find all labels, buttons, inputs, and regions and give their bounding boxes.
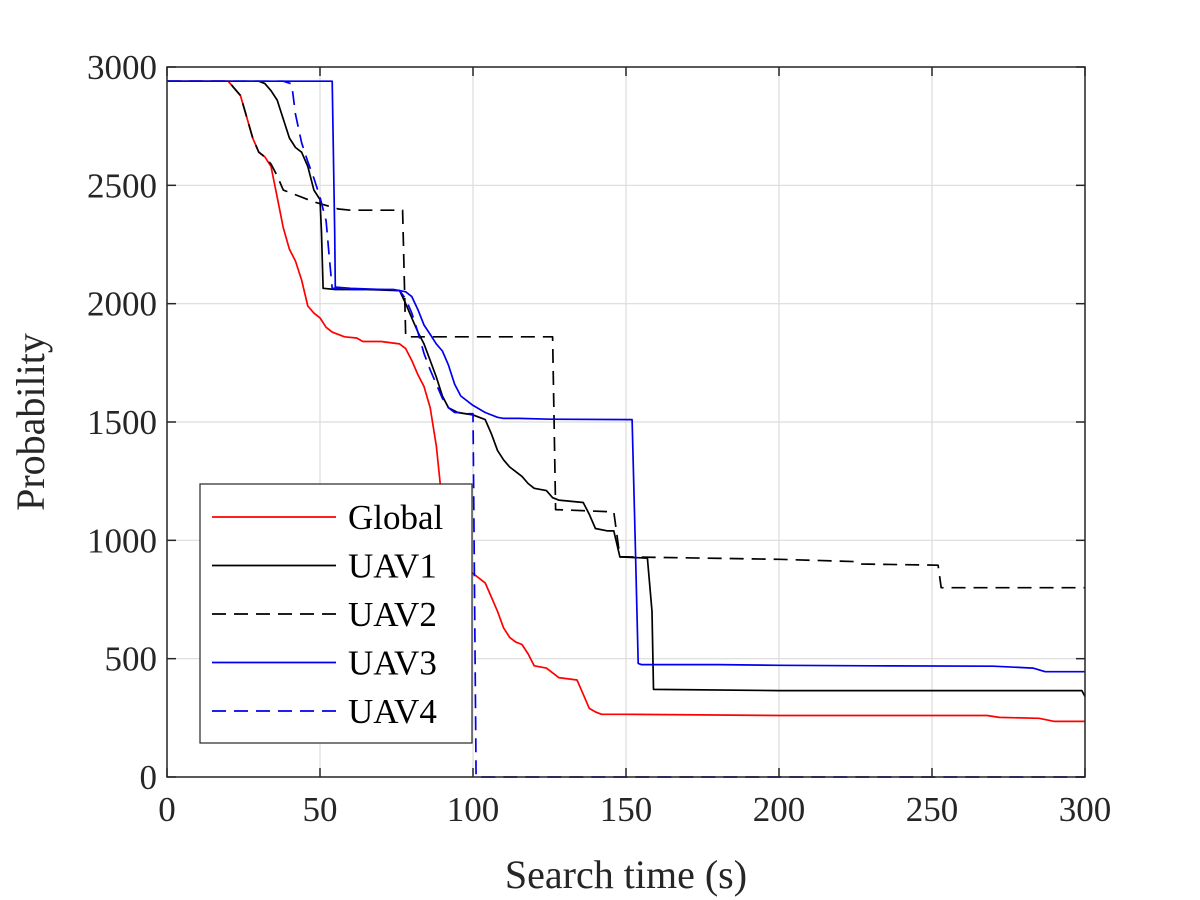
- y-tick-label: 1000: [87, 521, 157, 560]
- y-axis-title: Probability: [8, 333, 53, 511]
- legend-label-global: Global: [348, 498, 444, 537]
- legend-label-uav1: UAV1: [348, 547, 437, 586]
- y-tick-label: 3000: [87, 48, 157, 87]
- legend-label-uav3: UAV3: [348, 644, 437, 683]
- y-tick-label: 2000: [87, 285, 157, 324]
- legend: Global UAV1 UAV2 UAV3 UAV4: [199, 483, 473, 744]
- series-line-uav3: [167, 80, 1085, 673]
- x-tick-labels: 0 50 100 150 200 250 300: [158, 790, 1111, 829]
- series-line-uav4: [167, 80, 1085, 778]
- legend-label-uav4: UAV4: [348, 692, 437, 731]
- y-tick-label: 0: [140, 758, 158, 797]
- y-tick-label: 1500: [87, 403, 157, 442]
- x-tick-label: 200: [753, 790, 806, 829]
- x-tick-label: 300: [1059, 790, 1112, 829]
- y-tick-label: 2500: [87, 166, 157, 205]
- x-tick-label: 100: [447, 790, 500, 829]
- x-tick-label: 250: [906, 790, 959, 829]
- x-tick-label: 50: [303, 790, 338, 829]
- tick-marks: [166, 66, 1086, 778]
- x-tick-label: 150: [600, 790, 653, 829]
- legend-label-uav2: UAV2: [348, 595, 437, 634]
- y-tick-labels: 0 500 1000 1500 2000 2500 3000: [87, 48, 157, 797]
- y-tick-label: 500: [105, 640, 158, 679]
- x-tick-label: 0: [158, 790, 176, 829]
- x-axis-title: Search time (s): [505, 852, 747, 897]
